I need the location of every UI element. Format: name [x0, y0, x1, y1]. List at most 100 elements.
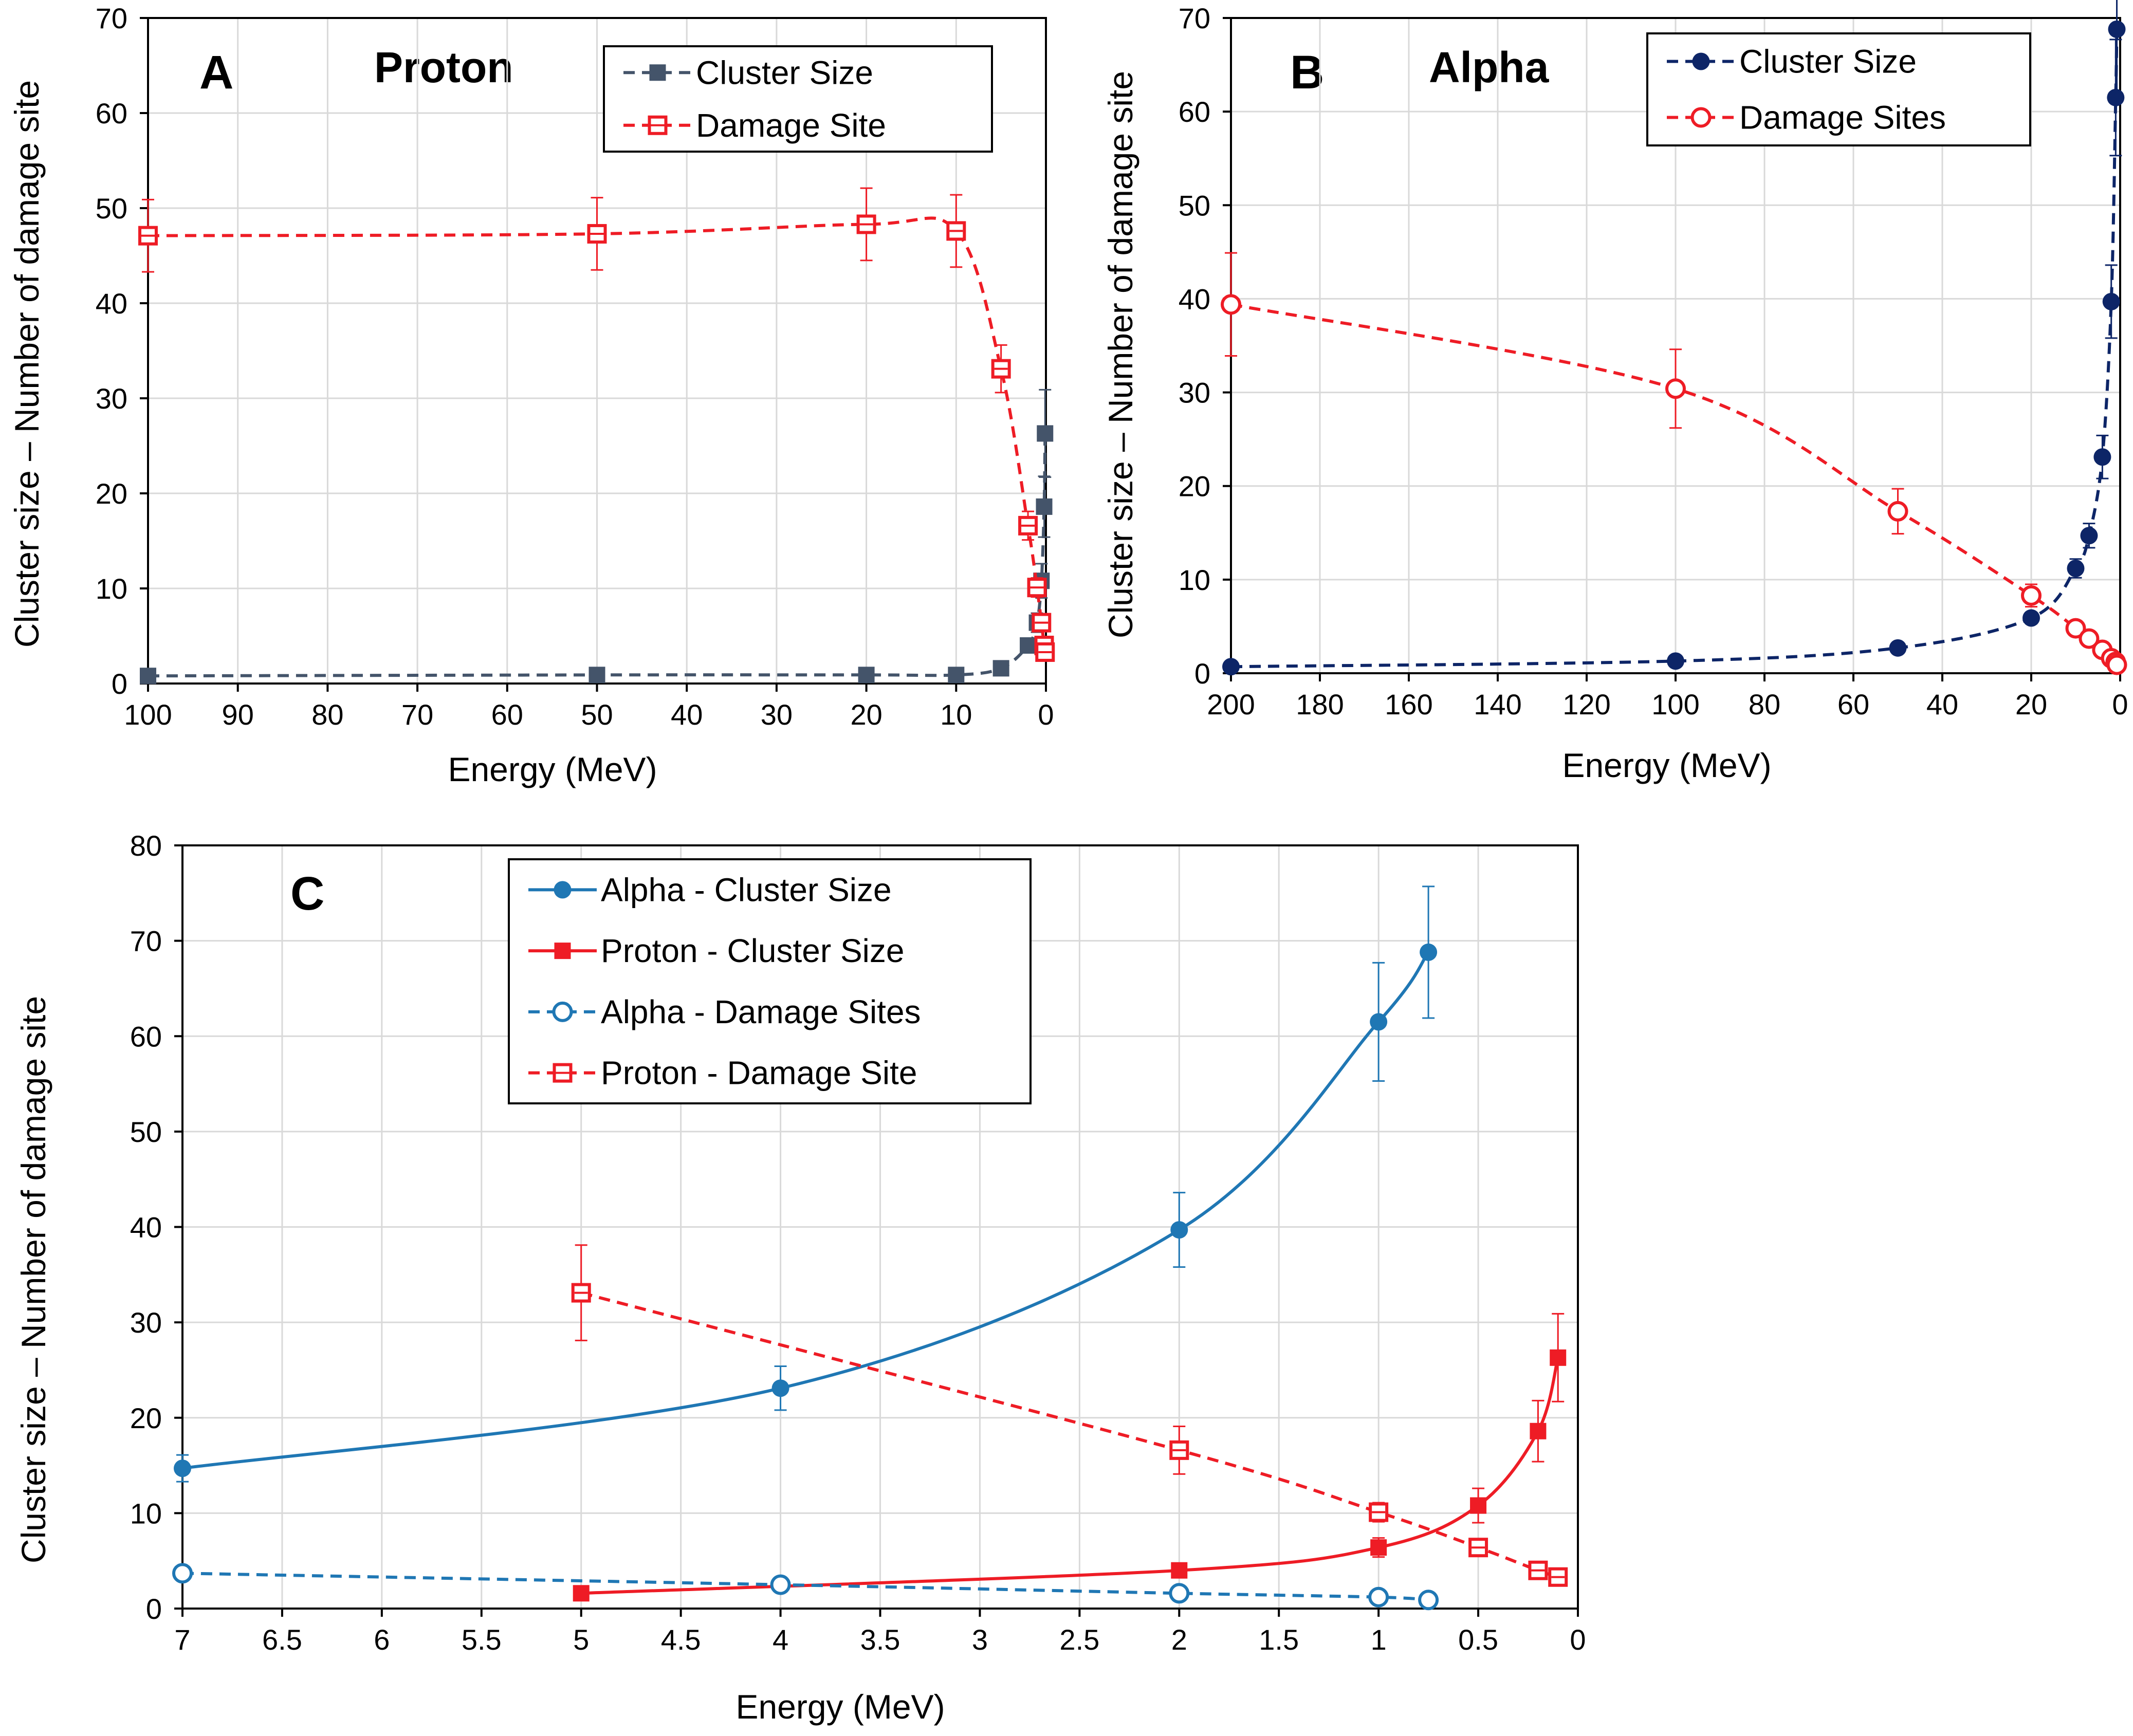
panel-a-y-tick-label: 70 — [96, 2, 127, 34]
panel-b-series-cluster-size — [1222, 0, 2126, 676]
panel-c-series-proton-cluster-size-point — [573, 1585, 590, 1602]
panel-a-x-axis-title: Energy (MeV) — [448, 750, 657, 788]
panel-c-y-axis-title: Cluster size – Number of damage site — [14, 996, 52, 1563]
panel-a-x-tick-label: 50 — [581, 698, 613, 731]
panel-b-x-tick-label: 0 — [2112, 688, 2128, 721]
panel-a-x-tick-label: 0 — [1038, 698, 1054, 731]
panel-b-x-tick-label: 20 — [2015, 688, 2047, 721]
panel-b-legend-entry-marker — [1690, 107, 1712, 128]
panel-c-series-alpha-damage-sites-point — [1418, 1590, 1439, 1611]
panel-b-series-cluster-size-point — [2093, 448, 2111, 466]
panel-b-y-axis-title: Cluster size – Number of damage site — [1101, 71, 1139, 638]
panel-c-y-tick-label: 10 — [130, 1497, 162, 1529]
panel-b-x-tick-label: 100 — [1651, 688, 1699, 721]
panel-a-y-tick-label: 20 — [96, 477, 127, 510]
panel-a-x-tick-label: 30 — [761, 698, 793, 731]
panel-a-chart: A Proton Energy (MeV) Cluster size – Num… — [8, 2, 1055, 788]
panel-a-legend-box — [603, 45, 993, 153]
panel-c-plot: 7 6.5 6 5.5 5 4.5 4 3.5 3 2.5 2 1.5 1 0.5 0 0 10 20 30 40 50… — [130, 829, 1586, 1656]
panel-b-x-tick-label: 180 — [1296, 688, 1344, 721]
panel-c-series-proton-cluster-size — [573, 1313, 1567, 1602]
panel-b-legend-entry-label: Cluster Size — [1739, 43, 1917, 80]
panel-a-plot: 100 90 80 70 60 50 40 30 20 10 0010203040506070Clu… — [96, 2, 1055, 731]
panel-c-series-proton-damage-site — [571, 1244, 1568, 1587]
panel-a-legend-entry-marker — [649, 64, 666, 81]
panel-a-series-damage-site — [138, 187, 1055, 662]
panel-a-x-tick-label: 20 — [850, 698, 882, 731]
panel-c-series-proton-damage-site-point — [1528, 1560, 1548, 1580]
panel-a-letter: A — [199, 46, 233, 99]
panel-b-series-cluster-size-point — [2067, 560, 2085, 577]
panel-c-x-tick-label: 1.5 — [1259, 1623, 1299, 1656]
panel-b-series-damage-sites-point — [2106, 654, 2127, 675]
panel-c-y-tick-label: 0 — [146, 1593, 162, 1625]
panel-b-series-cluster-size-point — [2022, 609, 2040, 627]
panel-c-x-tick-label: 2.5 — [1059, 1623, 1099, 1656]
panel-b-x-tick-label: 40 — [1926, 688, 1958, 721]
panel-a-series-damage-site-point — [138, 226, 158, 246]
panel-b-y-tick-label: 20 — [1179, 470, 1210, 503]
panel-a-series-damage-site-point — [1027, 578, 1047, 598]
panel-a-series-damage-site-point — [991, 359, 1011, 379]
panel-c-y-tick-label: 50 — [130, 1116, 162, 1148]
panel-c-series-proton-cluster-size-point — [1530, 1423, 1547, 1439]
panel-c-x-tick-label: 7 — [174, 1623, 190, 1656]
panel-a-series-cluster-size-point — [992, 660, 1009, 677]
panel-a-legend-entry-marker-outline — [648, 115, 668, 135]
panel-b-x-tick-label: 60 — [1837, 688, 1869, 721]
panel-b-series-damage-sites-point — [2065, 618, 2086, 639]
panel-a-x-tick-label: 70 — [401, 698, 433, 731]
panel-b-plot: 200 180 160 140 120 100 80 60 40 20 00102030405060… — [1179, 0, 2128, 721]
panel-b-series-damage-sites — [1221, 252, 2127, 675]
panel-c-x-tick-label: 3 — [972, 1623, 988, 1656]
panel-b-y-tick-label: 0 — [1194, 657, 1210, 690]
panel-a-x-tick-label: 10 — [940, 698, 972, 731]
panel-c-y-tick-label: 30 — [130, 1306, 162, 1339]
panel-b-y-tick-label: 60 — [1179, 96, 1210, 128]
panel-c-x-tick-label: 2 — [1171, 1623, 1187, 1656]
panel-a-y-tick-label: 50 — [96, 192, 127, 225]
panel-b-series-damage-sites-point — [1221, 294, 1241, 315]
panel-c-y-tick-label: 40 — [130, 1211, 162, 1244]
panel-c-series-alpha-cluster-size-line — [182, 951, 1430, 1470]
panel-c-x-tick-label: 5 — [573, 1623, 589, 1656]
panel-b-series-damage-sites-point — [1665, 378, 1686, 399]
panel-c-x-tick-label: 4 — [773, 1623, 788, 1656]
panel-b-legend-entry-label: Damage Sites — [1739, 99, 1946, 136]
panel-c-series-alpha-cluster-size-point — [1420, 943, 1438, 961]
panel-b-series-cluster-size-point — [1889, 639, 1907, 657]
panel-b-chart: B Alpha Energy (MeV) Cluster size – Numb… — [1101, 0, 2128, 784]
panel-c-x-tick-label: 6.5 — [262, 1623, 302, 1656]
panel-c-legend-entry-marker — [554, 943, 571, 959]
panel-a-series-damage-site-point — [1018, 515, 1038, 535]
panel-b-y-tick-label: 10 — [1179, 564, 1210, 596]
panel-b-series-cluster-size-point — [1667, 652, 1684, 670]
panel-c-series-proton-damage-site-line — [580, 1291, 1559, 1579]
panel-c-series-alpha-cluster-size-point — [1170, 1221, 1188, 1239]
panel-a-series-cluster-size-point — [589, 667, 605, 684]
panel-a-x-tick-label: 90 — [222, 698, 254, 731]
panel-c-legend-entry-label: Proton - Damage Site — [601, 1055, 917, 1092]
panel-c-x-tick-label: 5.5 — [462, 1623, 502, 1656]
panel-a-series-cluster-size-point — [1036, 498, 1053, 515]
panel-c-series-proton-damage-site-point — [1369, 1502, 1389, 1522]
panel-c-x-tick-label: 0.5 — [1458, 1623, 1498, 1656]
panel-b-x-tick-label: 160 — [1385, 688, 1432, 721]
panel-c-y-tick-label: 60 — [130, 1020, 162, 1052]
panel-b-x-axis-title: Energy (MeV) — [1562, 746, 1771, 784]
panel-c-chart: C Energy (MeV) Cluster size – Number of … — [14, 829, 1586, 1726]
panel-b-y-tick-label: 40 — [1179, 283, 1210, 315]
panel-a-series-cluster-size-point — [140, 668, 156, 685]
panel-b-series-cluster-size-line — [1230, 29, 2119, 669]
panel-a-legend: Cluster Size Damage Site — [603, 45, 993, 153]
panel-a-legend-entry-marker — [648, 115, 668, 135]
panel-c-legend-entry-label: Alpha - Damage Sites — [601, 993, 921, 1030]
panel-a-legend-entry-label: Damage Site — [696, 107, 886, 144]
panel-b-legend-entry-marker — [1692, 52, 1710, 70]
panel-c-series-proton-cluster-size-point — [1171, 1562, 1188, 1579]
panel-b-x-tick-label: 80 — [1749, 688, 1780, 721]
panel-c-x-tick-label: 0 — [1570, 1623, 1586, 1656]
panel-c-series-proton-cluster-size-line — [581, 1357, 1560, 1595]
panel-c-x-tick-label: 4.5 — [661, 1623, 701, 1656]
panel-c-series-alpha-damage-sites-point — [1368, 1586, 1389, 1608]
